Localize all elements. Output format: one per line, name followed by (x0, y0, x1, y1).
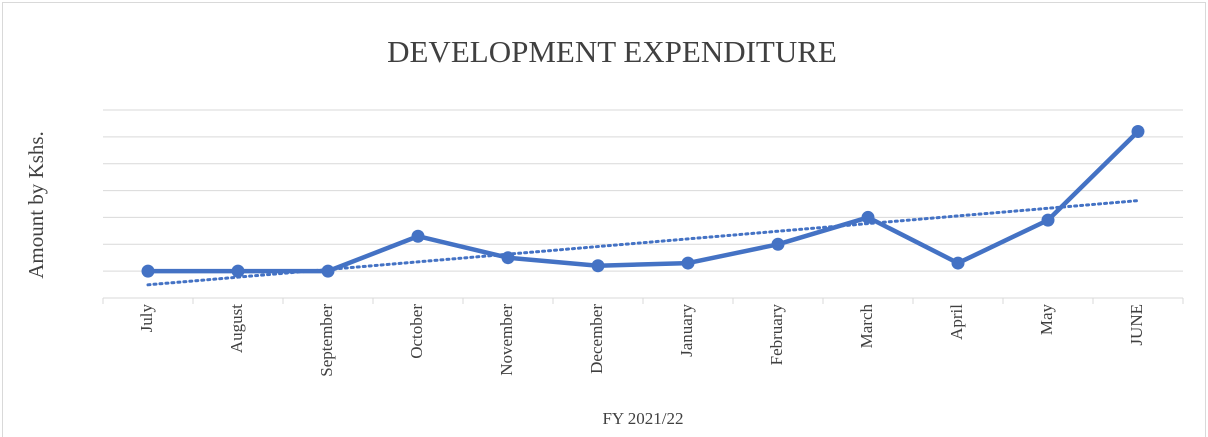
trendline (146, 199, 1140, 287)
data-point (861, 210, 875, 224)
chart-title: DEVELOPMENT EXPENDITURE (387, 34, 837, 69)
x-tick-label: April (947, 304, 966, 340)
data-point (231, 264, 245, 278)
data-point (681, 256, 695, 270)
data-point (1131, 124, 1145, 138)
x-tick-label: March (857, 304, 876, 349)
x-tick-label: October (407, 304, 426, 359)
x-tick-label: September (317, 304, 336, 377)
data-point (501, 251, 515, 265)
x-tick-label: January (677, 304, 696, 357)
data-point (771, 237, 785, 251)
x-tick-label: February (767, 304, 786, 366)
data-point (1041, 213, 1055, 227)
x-tick-label: August (227, 304, 246, 353)
x-tick-label: May (1037, 304, 1056, 336)
x-tick-label: JUNE (1127, 304, 1146, 346)
y-axis-label: Amount by Kshs. (24, 131, 48, 279)
data-point (321, 264, 335, 278)
data-point (411, 229, 425, 243)
data-point (141, 264, 155, 278)
data-line (148, 129, 1140, 274)
x-axis-label: FY 2021/22 (602, 409, 683, 428)
x-tick-label: November (497, 304, 516, 376)
x-tick-label: July (137, 304, 156, 333)
data-point (951, 256, 965, 270)
x-tick-label: December (587, 304, 606, 374)
data-point (591, 259, 605, 273)
